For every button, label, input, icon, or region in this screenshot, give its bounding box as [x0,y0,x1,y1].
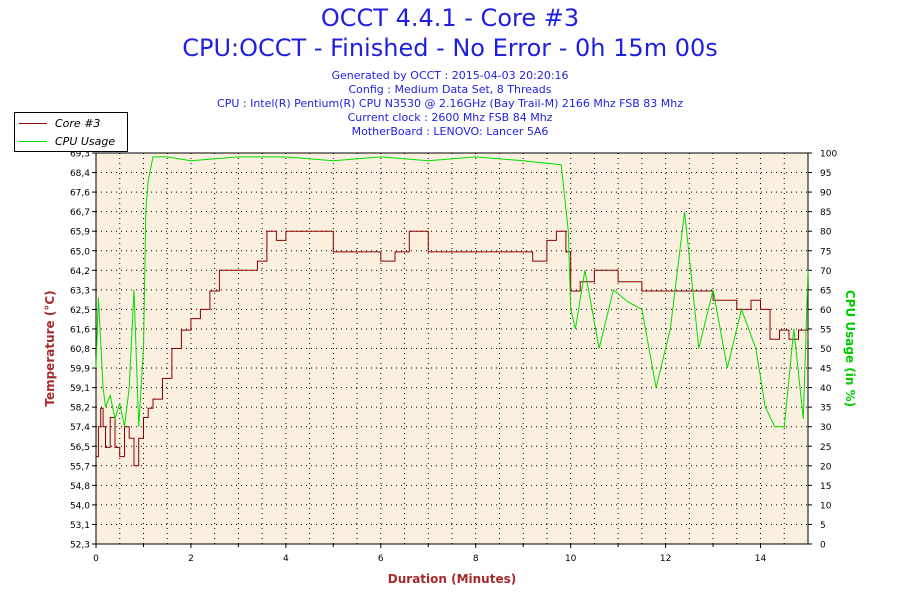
x-tick-label: 4 [283,554,289,564]
y-right-axis-label: CPU Usage (in %) [843,290,857,407]
y-left-tick-label: 54,0 [70,501,90,511]
y-right-tick-label: 50 [820,345,832,355]
info-config: Config : Medium Data Set, 8 Threads [348,83,552,96]
y-left-tick-label: 55,7 [70,462,90,472]
y-left-tick-label: 54,8 [70,482,90,492]
x-tick-label: 2 [188,554,194,564]
y-right-tick-label: 45 [820,365,831,375]
y-left-tick-label: 63,3 [70,286,90,296]
y-right-tick-label: 80 [820,228,832,238]
y-right-tick-label: 90 [820,189,832,199]
y-right-tick-label: 65 [820,286,831,296]
y-left-tick-label: 59,9 [70,365,90,375]
x-tick-label: 12 [660,554,671,564]
y-left-tick-label: 67,6 [70,189,90,199]
y-left-tick-label: 59,1 [70,384,90,394]
info-cpu: CPU : Intel(R) Pentium(R) CPU N3530 @ 2.… [217,97,683,110]
y-left-tick-label: 61,6 [70,325,90,335]
y-right-tick-label: 60 [820,306,832,316]
y-left-tick-label: 56,5 [70,443,90,453]
y-right-tick-label: 35 [820,404,831,414]
legend-entry-core3: Core #3 [19,116,100,130]
y-right-tick-label: 70 [820,267,832,277]
y-right-tick-label: 95 [820,169,831,179]
plot-border [95,152,809,545]
y-right-tick-label: 75 [820,247,831,257]
x-tick-label: 8 [473,554,479,564]
info-clock: Current clock : 2600 Mhz FSB 84 Mhz [347,111,553,124]
legend-swatch-cpu-usage [19,140,47,142]
y-left-tick-label: 66,7 [70,208,90,218]
y-left-axis-label: Temperature (°C) [43,290,57,406]
x-tick-label: 6 [378,554,384,564]
y-right-tick-label: 10 [820,501,832,511]
chart-subtitle: CPU:OCCT - Finished - No Error - 0h 15m … [182,34,718,62]
series-line-core3 [96,230,809,467]
series-line-cpu-usage [95,156,809,428]
y-left-tick-label: 62,5 [70,306,90,316]
y-left-tick-label: 65,9 [70,228,90,238]
y-right-tick-label: 0 [820,541,826,551]
y-left-tick-label: 68,4 [70,169,90,179]
y-right-tick-label: 25 [820,443,831,453]
y-left-tick-label: 53,1 [70,521,90,531]
y-right-tick-label: 100 [820,150,837,160]
y-left-tick-label: 64,2 [70,267,90,277]
info-motherboard: MotherBoard : LENOVO: Lancer 5A6 [351,125,549,138]
y-right-tick-label: 85 [820,208,831,218]
y-left-tick-label: 69,3 [70,150,90,160]
y-left-tick-label: 65,0 [70,247,90,257]
y-left-tick-label: 57,4 [70,423,90,433]
x-axis-label: Duration (Minutes) [388,572,516,586]
y-right-tick-label: 15 [820,482,831,492]
legend-swatch-core3 [19,122,47,124]
chart-legend: Core #3 CPU Usage [14,112,128,152]
y-left-tick-label: 60,8 [70,345,90,355]
y-left-tick-label: 58,2 [70,404,90,414]
y-right-tick-label: 30 [820,423,832,433]
legend-entry-cpu-usage: CPU Usage [19,134,115,148]
y-right-tick-label: 20 [820,462,832,472]
x-tick-label: 14 [755,554,767,564]
y-left-tick-label: 52,3 [70,541,90,551]
y-right-tick-label: 55 [820,325,831,335]
info-generated: Generated by OCCT : 2015-04-03 20:20:16 [331,69,569,82]
legend-label-cpu-usage: CPU Usage [55,134,116,148]
chart-title: OCCT 4.4.1 - Core #3 [320,4,580,32]
legend-label-core3: Core #3 [55,116,101,130]
y-right-tick-label: 5 [820,521,826,531]
x-tick-label: 0 [93,554,99,564]
y-right-tick-label: 40 [820,384,832,394]
x-tick-label: 10 [565,554,577,564]
